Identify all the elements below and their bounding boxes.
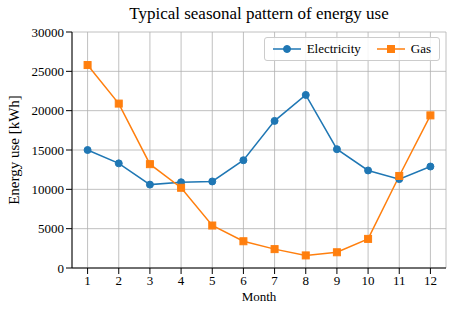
svg-text:10000: 10000: [32, 182, 65, 197]
svg-text:2: 2: [116, 273, 123, 288]
html-text:Electricity: Electricity: [306, 41, 361, 56]
svg-text:6: 6: [240, 273, 247, 288]
html-text:Energy use [kWh]: Energy use [kWh]: [5, 95, 22, 205]
svg-text:7: 7: [271, 273, 278, 288]
svg-text:10: 10: [362, 273, 375, 288]
svg-text:11: 11: [393, 273, 406, 288]
svg-text:5000: 5000: [38, 221, 64, 236]
svg-text:0: 0: [58, 261, 65, 276]
svg-text:3: 3: [147, 273, 154, 288]
html-text:Gas: Gas: [410, 41, 431, 56]
svg-text:20000: 20000: [32, 103, 65, 118]
svg-text:30000: 30000: [32, 25, 65, 40]
svg-text:9: 9: [334, 273, 341, 288]
svg-text:1: 1: [84, 273, 91, 288]
svg-text:4: 4: [178, 273, 185, 288]
html-text:Typical seasonal pattern of en: Typical seasonal pattern of energy use: [129, 4, 389, 23]
svg-text:25000: 25000: [32, 64, 65, 79]
svg-text:5: 5: [209, 273, 216, 288]
svg-text:8: 8: [303, 273, 310, 288]
svg-text:15000: 15000: [32, 143, 65, 158]
html-text:Month: Month: [241, 289, 277, 304]
svg-text:12: 12: [424, 273, 437, 288]
